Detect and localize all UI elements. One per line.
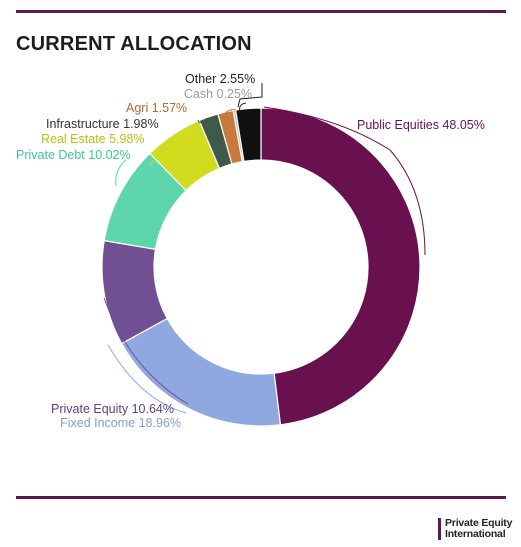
leader-cash — [239, 102, 247, 113]
label-fixed-income: Fixed Income 18.96% — [60, 416, 181, 430]
brand-line-2: International — [445, 528, 506, 540]
leader-public-equities — [263, 106, 426, 256]
leader-infrastructure — [197, 117, 208, 124]
leader-other — [237, 83, 263, 108]
publisher-logo: Private Equity International — [438, 518, 512, 540]
label-real-estate: Real Estate 5.98% — [41, 132, 145, 146]
label-agri: Agri 1.57% — [126, 101, 187, 115]
bottom-divider — [16, 496, 506, 499]
donut-slices — [101, 107, 421, 427]
slice-other — [234, 107, 262, 163]
label-infrastructure: Infrastructure 1.98% — [46, 117, 159, 131]
leader-real-estate — [149, 138, 179, 166]
top-divider — [16, 10, 506, 13]
label-public-equities: Public Equities 48.05% — [357, 118, 485, 132]
chart-title: CURRENT ALLOCATION — [16, 33, 252, 55]
leader-fixed-income — [107, 344, 187, 414]
leader-private-debt — [115, 159, 127, 187]
leader-agri — [221, 109, 237, 118]
label-leaders — [103, 83, 426, 414]
brand-line-1: Private Equity — [445, 517, 513, 529]
label-cash: Cash 0.25% — [184, 87, 252, 101]
slice-public-equities — [260, 107, 421, 426]
label-private-equity: Private Equity 10.64% — [51, 402, 174, 416]
leader-private-equity — [103, 297, 189, 405]
slice-labels: Public Equities 48.05% Fixed Income 18.96… — [16, 72, 485, 430]
label-private-debt: Private Debt 10.02% — [16, 148, 131, 162]
label-other: Other 2.55% — [185, 72, 255, 86]
